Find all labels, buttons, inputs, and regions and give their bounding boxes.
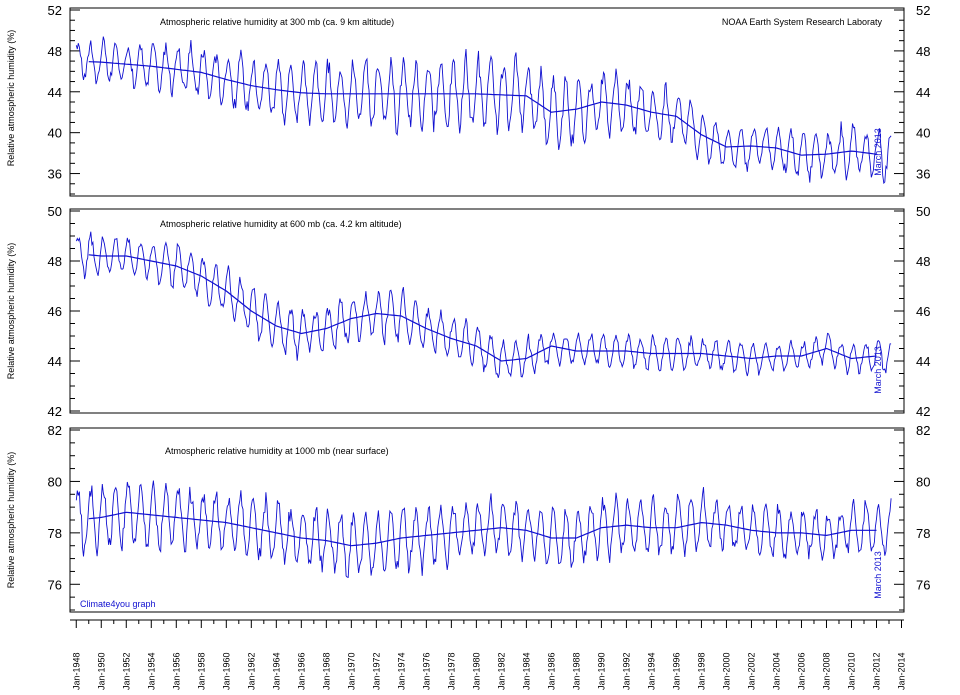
y-tick-label-right: 36 bbox=[916, 167, 930, 182]
y-tick-label-left: 80 bbox=[48, 474, 62, 489]
x-tick-label: Jan-2006 bbox=[797, 652, 807, 690]
x-tick-label: Jan-1948 bbox=[71, 652, 81, 690]
y-tick-label-left: 40 bbox=[48, 126, 62, 141]
panel-300mb-source: NOAA Earth System Research Laboraty bbox=[722, 17, 883, 27]
x-tick-label: Jan-1956 bbox=[171, 652, 181, 690]
panel-600mb-y-axis: 42 42 44 44 46 46 48 48 50 50 bbox=[48, 204, 931, 419]
x-tick-label: Jan-1976 bbox=[421, 652, 431, 690]
panel-600mb-date-label: March 2013 bbox=[873, 346, 883, 394]
x-tick-label: Jan-1998 bbox=[696, 652, 706, 690]
y-tick-label-left: 48 bbox=[48, 44, 62, 59]
x-tick-label: Jan-1968 bbox=[321, 652, 331, 690]
y-tick-label-left: 78 bbox=[48, 526, 62, 541]
panel-300mb-title: Atmospheric relative humidity at 300 mb … bbox=[160, 17, 394, 27]
y-tick-label-left: 46 bbox=[48, 304, 62, 319]
x-tick-label: Jan-1952 bbox=[121, 652, 131, 690]
y-tick-label-left: 36 bbox=[48, 167, 62, 182]
smoothed-series-line bbox=[88, 254, 877, 362]
x-tick-label: Jan-1978 bbox=[446, 652, 456, 690]
y-tick-label-right: 48 bbox=[916, 44, 930, 59]
x-tick-label: Jan-1994 bbox=[646, 652, 656, 690]
panel-1000mb: Atmospheric relative humidity at 1000 mb… bbox=[6, 423, 930, 613]
x-tick-label: Jan-1980 bbox=[471, 652, 481, 690]
panel-600mb: Atmospheric relative humidity at 600 mb … bbox=[6, 204, 930, 419]
x-axis: Jan-1948 Jan-1950 Jan-1952 Jan-1954 Jan-1956… bbox=[70, 619, 907, 690]
x-tick-label: Jan-1990 bbox=[596, 652, 606, 690]
monthly-series-line bbox=[75, 231, 892, 378]
y-tick-label-left: 44 bbox=[48, 85, 62, 100]
x-tick-label: Jan-1984 bbox=[521, 652, 531, 690]
x-tick-label: Jan-1954 bbox=[146, 652, 156, 690]
x-tick-label: Jan-1974 bbox=[396, 652, 406, 690]
smoothed-series-line bbox=[88, 511, 877, 547]
x-tick-label: Jan-2004 bbox=[772, 652, 782, 690]
panel-1000mb-date-label: March 2013 bbox=[873, 551, 883, 599]
panel-300mb-ylabel: Relative atmospheric humidity (%) bbox=[6, 30, 16, 167]
panel-1000mb-title: Atmospheric relative humidity at 1000 mb… bbox=[165, 446, 389, 456]
x-tick-label: Jan-1992 bbox=[621, 652, 631, 690]
y-tick-label-right: 76 bbox=[916, 577, 930, 592]
x-tick-label: Jan-2002 bbox=[747, 652, 757, 690]
y-tick-label-right: 44 bbox=[916, 85, 930, 100]
x-tick-label: Jan-1966 bbox=[296, 652, 306, 690]
x-tick-label: Jan-2000 bbox=[721, 652, 731, 690]
panel-1000mb-plot bbox=[75, 480, 892, 578]
y-tick-label-right: 44 bbox=[916, 354, 930, 369]
x-tick-label: Jan-1950 bbox=[96, 652, 106, 690]
y-tick-label-left: 44 bbox=[48, 354, 62, 369]
x-tick-label: Jan-1986 bbox=[546, 652, 556, 690]
y-tick-label-right: 48 bbox=[916, 254, 930, 269]
x-tick-label: Jan-2012 bbox=[872, 652, 882, 690]
x-tick-label: Jan-1962 bbox=[246, 652, 256, 690]
panel-600mb-ylabel: Relative atmospheric humidity (%) bbox=[6, 243, 16, 380]
y-tick-label-right: 78 bbox=[916, 526, 930, 541]
x-tick-label: Jan-1972 bbox=[371, 652, 381, 690]
monthly-series-line bbox=[75, 480, 892, 578]
panel-600mb-title: Atmospheric relative humidity at 600 mb … bbox=[160, 219, 402, 229]
y-tick-label-left: 48 bbox=[48, 254, 62, 269]
y-tick-label-left: 82 bbox=[48, 423, 62, 438]
monthly-series-line bbox=[75, 36, 892, 185]
panel-300mb-y-axis: 36 36 40 40 44 44 48 48 52 52 bbox=[48, 3, 930, 195]
x-tick-label: Jan-2010 bbox=[847, 652, 857, 690]
panel-1000mb-ylabel: Relative atmospheric humidity (%) bbox=[6, 452, 16, 589]
panel-1000mb-y-axis: 76 76 78 78 80 80 82 82 bbox=[48, 423, 930, 611]
y-tick-label-right: 42 bbox=[916, 404, 930, 419]
y-tick-label-right: 46 bbox=[916, 304, 930, 319]
panel-300mb: Atmospheric relative humidity at 300 mb … bbox=[6, 3, 930, 197]
y-tick-label-left: 52 bbox=[48, 3, 62, 18]
x-tick-label: Jan-1960 bbox=[221, 652, 231, 690]
x-tick-label: Jan-2008 bbox=[822, 652, 832, 690]
panel-1000mb-credit: Climate4you graph bbox=[80, 599, 156, 609]
panel-300mb-date-label: March 2013 bbox=[873, 128, 883, 176]
x-tick-label: Jan-1988 bbox=[571, 652, 581, 690]
y-tick-label-right: 52 bbox=[916, 3, 930, 18]
x-tick-label: Jan-1970 bbox=[346, 652, 356, 690]
x-tick-label: Jan-1958 bbox=[196, 652, 206, 690]
y-tick-label-left: 50 bbox=[48, 204, 62, 219]
y-tick-label-left: 42 bbox=[48, 404, 62, 419]
panel-300mb-plot bbox=[75, 36, 892, 185]
y-tick-label-right: 40 bbox=[916, 126, 930, 141]
smoothed-series-line bbox=[88, 61, 877, 156]
x-tick-label: Jan-1982 bbox=[496, 652, 506, 690]
x-tick-label: Jan-2014 bbox=[897, 652, 907, 690]
y-tick-label-right: 80 bbox=[916, 474, 930, 489]
y-tick-label-right: 50 bbox=[916, 204, 930, 219]
x-tick-label: Jan-1964 bbox=[271, 652, 281, 690]
panel-600mb-plot bbox=[75, 231, 892, 378]
y-tick-label-left: 76 bbox=[48, 577, 62, 592]
x-tick-label: Jan-1996 bbox=[671, 652, 681, 690]
y-tick-label-right: 82 bbox=[916, 423, 930, 438]
